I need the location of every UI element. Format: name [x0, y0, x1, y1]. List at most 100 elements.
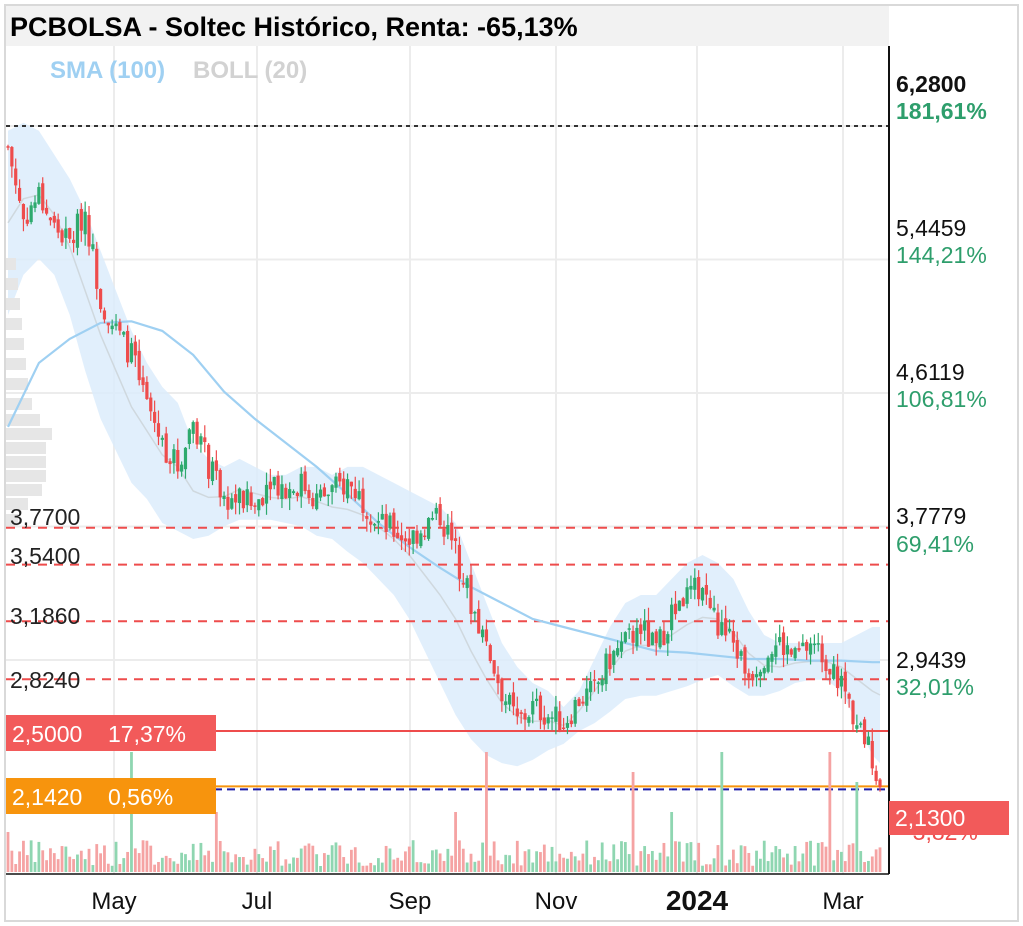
- candle-70: [276, 470, 280, 500]
- candle-body-137: [535, 698, 539, 701]
- candle-body-38: [153, 411, 157, 423]
- volume-bar-77: [303, 845, 307, 872]
- volume-bar-180: [701, 865, 704, 872]
- candle-19: [79, 203, 83, 242]
- candle-59: [234, 484, 238, 515]
- candle-body-73: [288, 489, 292, 498]
- candle-100: [392, 508, 396, 542]
- candle-body-170: [662, 630, 666, 646]
- candle-22: [91, 233, 95, 252]
- volume-bar-4: [22, 840, 25, 872]
- level-label-1: 3,5400: [10, 543, 80, 569]
- candle-body-83: [326, 494, 330, 497]
- candle-body-77: [303, 471, 307, 492]
- candle-217: [843, 662, 847, 705]
- candle-187: [727, 619, 732, 634]
- volume-bar-39: [157, 861, 160, 872]
- bollinger-band: [7, 122, 881, 767]
- volume-bar-66: [261, 858, 265, 872]
- volume-bar-207: [805, 841, 809, 872]
- volume-bar-55: [218, 840, 222, 872]
- candle-body-69: [272, 476, 276, 486]
- candle-162: [631, 625, 635, 655]
- candle-132: [515, 696, 519, 725]
- candle-body-210: [816, 643, 820, 645]
- volume-bar-87: [342, 857, 346, 872]
- volume-bar-121: [473, 861, 477, 872]
- candle-48: [191, 420, 195, 444]
- candle-body-60: [237, 488, 242, 504]
- candle-29: [118, 318, 122, 336]
- candle-40: [160, 435, 164, 447]
- volume-bar-67: [265, 861, 268, 872]
- candle-18: [75, 209, 80, 256]
- volume-bar-25: [103, 845, 106, 872]
- volume-bar-170: [662, 842, 666, 872]
- volume-bar-108: [423, 863, 427, 872]
- volume-bar-13: [56, 859, 60, 872]
- candle-body-1: [10, 147, 14, 167]
- legend-boll[interactable]: BOLL (20): [193, 57, 307, 84]
- candle-136: [531, 691, 535, 724]
- candle-body-178: [693, 577, 697, 590]
- volume-bar-211: [820, 842, 824, 872]
- candle-220: [855, 714, 859, 733]
- candle-107: [419, 530, 423, 549]
- candle-84: [330, 484, 334, 505]
- candle-50: [199, 433, 203, 453]
- volume-bar-199: [774, 846, 778, 872]
- volume-bar-23: [95, 844, 99, 872]
- pct-tick-4: 32,01%: [896, 674, 974, 700]
- candle-body-114: [446, 525, 450, 535]
- candle-body-138: [538, 695, 543, 721]
- candle-52: [207, 443, 211, 489]
- bollinger-band-fill: [8, 122, 880, 767]
- volume-bar-57: [226, 852, 230, 872]
- candle-body-74: [291, 491, 296, 494]
- volume-bar-139: [542, 844, 546, 872]
- candle-27: [110, 319, 114, 335]
- volume-bar-54: [214, 812, 218, 872]
- legend-sma[interactable]: SMA (100): [50, 57, 165, 84]
- last-price-tag: [889, 801, 1009, 835]
- candle-body-40: [160, 437, 164, 440]
- candle-1: [10, 146, 14, 178]
- candle-55: [218, 468, 222, 507]
- candle-109: [426, 517, 431, 541]
- candle-96: [376, 512, 381, 535]
- candle-body-78: [307, 489, 311, 498]
- volume-bar-70: [276, 841, 280, 872]
- volume-bar-159: [620, 841, 623, 872]
- candle-body-80: [315, 493, 319, 510]
- candle-194: [754, 666, 759, 687]
- candle-0: [6, 144, 10, 151]
- candle-body-199: [774, 645, 778, 657]
- candle-114: [446, 513, 450, 540]
- candle-body-68: [268, 481, 272, 490]
- candlesticks: [6, 144, 882, 792]
- candle-203: [789, 647, 793, 658]
- candle-77: [303, 465, 307, 495]
- volume-bar-132: [515, 840, 519, 872]
- volume-bar-191: [743, 846, 747, 872]
- volume-bar-38: [153, 864, 157, 872]
- volume-bar-226: [878, 847, 882, 872]
- volume-bar-9: [41, 850, 45, 872]
- candle-body-176: [685, 587, 689, 604]
- volume-bar-189: [735, 863, 739, 872]
- volume-bar-42: [168, 858, 172, 872]
- candle-182: [708, 590, 712, 610]
- volume-bar-196: [762, 840, 766, 872]
- volume-bar-137: [535, 851, 539, 872]
- candle-body-200: [778, 637, 782, 643]
- candle-34: [137, 339, 141, 386]
- volume-bar-35: [141, 840, 145, 872]
- candle-164: [639, 618, 643, 645]
- pct-tick-0: 181,61%: [896, 98, 987, 124]
- candle-30: [122, 331, 126, 338]
- candle-144: [562, 717, 566, 731]
- candle-body-42: [168, 461, 172, 465]
- candle-185: [720, 609, 724, 637]
- volume-bar-128: [500, 864, 504, 872]
